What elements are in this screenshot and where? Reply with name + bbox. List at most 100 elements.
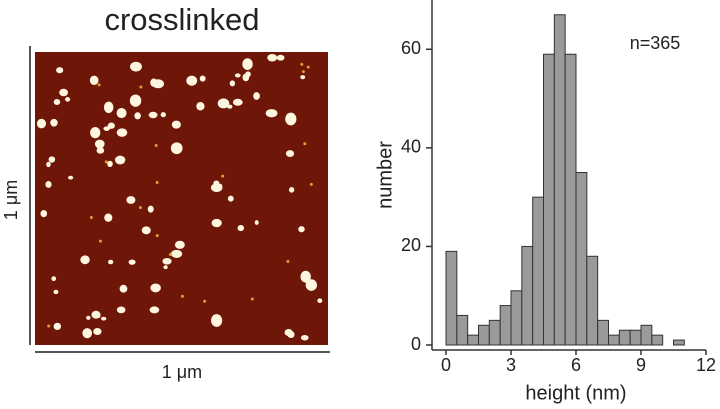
- particle: [168, 253, 172, 257]
- particle: [129, 94, 142, 107]
- particle: [89, 215, 93, 219]
- particle: [116, 128, 128, 137]
- particle: [155, 234, 159, 238]
- particle: [119, 284, 128, 293]
- bar: [586, 255, 599, 346]
- particle: [51, 276, 57, 282]
- particle: [300, 62, 304, 66]
- particle: [284, 328, 293, 337]
- particle: [82, 328, 93, 339]
- particle: [50, 118, 58, 127]
- particle: [232, 98, 243, 106]
- particle: [276, 54, 285, 61]
- particle: [53, 98, 61, 105]
- particle: [128, 259, 136, 265]
- particle: [199, 75, 206, 82]
- particle: [300, 75, 306, 80]
- particle: [126, 196, 136, 204]
- particle: [213, 180, 220, 186]
- bar: [510, 290, 523, 346]
- x-tick-label: 0: [441, 355, 451, 375]
- particle: [160, 112, 166, 118]
- particle: [103, 101, 114, 114]
- particle: [317, 298, 323, 303]
- bar: [597, 319, 610, 346]
- particle: [285, 150, 295, 157]
- particle: [203, 299, 207, 303]
- particle: [309, 182, 313, 186]
- particle: [130, 61, 142, 72]
- bar: [478, 324, 490, 346]
- particle: [298, 226, 305, 233]
- particle: [300, 334, 309, 341]
- particle: [104, 213, 113, 222]
- particle: [93, 327, 102, 336]
- particle: [218, 183, 223, 189]
- particle: [40, 210, 48, 218]
- particle: [94, 139, 105, 149]
- particle: [174, 240, 185, 249]
- particle: [108, 259, 114, 265]
- bar: [445, 250, 458, 346]
- particle: [90, 126, 101, 139]
- particle: [148, 111, 158, 119]
- bar: [608, 334, 620, 346]
- particle: [48, 156, 56, 163]
- particle: [150, 283, 161, 293]
- afm-image: [35, 52, 328, 345]
- particle: [217, 98, 230, 109]
- particle: [180, 294, 184, 298]
- particle: [47, 324, 51, 328]
- particle: [155, 180, 159, 184]
- bar: [467, 334, 479, 346]
- particle: [265, 109, 278, 118]
- particle: [171, 120, 181, 129]
- particle: [103, 126, 110, 131]
- particle: [107, 122, 115, 129]
- particle: [253, 92, 260, 100]
- bar: [553, 14, 566, 346]
- bar: [521, 245, 534, 346]
- particle: [150, 78, 158, 87]
- particle: [96, 147, 105, 154]
- particle: [97, 83, 101, 87]
- bar: [564, 53, 577, 346]
- particle: [171, 249, 183, 258]
- particle: [254, 220, 259, 225]
- particle: [242, 58, 253, 71]
- particle: [91, 310, 101, 319]
- x-tick-label: 3: [506, 355, 516, 375]
- particle: [65, 97, 71, 102]
- annotation: n=365: [630, 33, 681, 53]
- bar: [488, 319, 501, 346]
- y-tick-label: 60: [401, 38, 421, 58]
- bar: [456, 314, 469, 346]
- particle: [59, 88, 69, 97]
- particle: [116, 306, 126, 314]
- y-axis-title: number: [374, 141, 396, 209]
- particle: [98, 239, 102, 243]
- particle: [305, 279, 317, 291]
- particle: [186, 75, 198, 86]
- particle: [68, 175, 74, 180]
- particle: [234, 73, 241, 78]
- y-tick-label: 0: [411, 334, 421, 354]
- particle: [267, 53, 278, 62]
- particle: [245, 71, 251, 78]
- particle: [211, 314, 223, 327]
- particle: [116, 107, 127, 119]
- particle: [301, 70, 305, 74]
- particle: [286, 259, 290, 263]
- particle: [237, 225, 245, 232]
- x-tick-label: 9: [636, 355, 646, 375]
- particle: [196, 101, 205, 111]
- particle: [303, 142, 307, 146]
- x-tick-label: 12: [696, 355, 716, 375]
- particle: [221, 174, 225, 178]
- particle: [80, 255, 90, 265]
- bar: [575, 172, 588, 346]
- particle: [300, 270, 311, 283]
- particle: [211, 218, 222, 228]
- particle: [289, 187, 295, 193]
